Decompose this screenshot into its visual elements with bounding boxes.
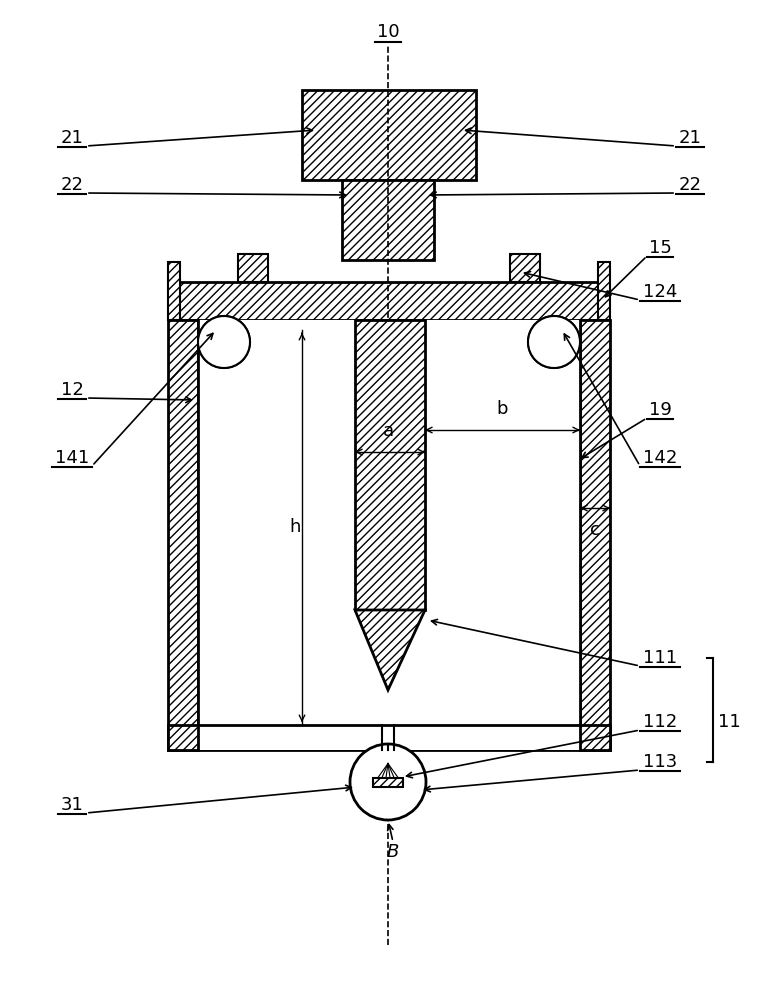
Text: 112: 112 [643, 713, 677, 731]
Bar [238, 254, 268, 282]
Bar [168, 262, 180, 320]
Bar [355, 320, 425, 610]
Text: 19: 19 [649, 401, 671, 419]
Text: c: c [590, 521, 600, 539]
Bar [168, 725, 610, 750]
Text: a: a [382, 422, 394, 440]
Bar [198, 320, 580, 750]
Polygon shape [355, 610, 425, 690]
Bar [342, 180, 434, 260]
Text: 113: 113 [643, 753, 677, 771]
Text: 10: 10 [377, 23, 399, 41]
Bar [178, 282, 598, 320]
Bar [580, 320, 610, 750]
Text: 111: 111 [643, 649, 677, 667]
Text: 141: 141 [55, 449, 89, 467]
Circle shape [350, 744, 426, 820]
Text: 12: 12 [61, 381, 83, 399]
Text: 15: 15 [649, 239, 671, 257]
Text: h: h [289, 518, 301, 536]
Text: B: B [387, 843, 399, 861]
Text: 11: 11 [718, 713, 740, 731]
Text: 22: 22 [678, 176, 702, 194]
Text: b: b [497, 400, 508, 418]
Text: 21: 21 [678, 129, 702, 147]
Bar [598, 262, 610, 320]
Bar [510, 254, 540, 282]
Text: 22: 22 [61, 176, 83, 194]
Text: 124: 124 [643, 283, 678, 301]
Circle shape [198, 316, 250, 368]
Text: 31: 31 [61, 796, 83, 814]
Text: 142: 142 [643, 449, 678, 467]
Text: 21: 21 [61, 129, 83, 147]
Bar [302, 90, 476, 180]
Bar [168, 320, 198, 750]
Circle shape [528, 316, 580, 368]
Bar [373, 778, 403, 786]
